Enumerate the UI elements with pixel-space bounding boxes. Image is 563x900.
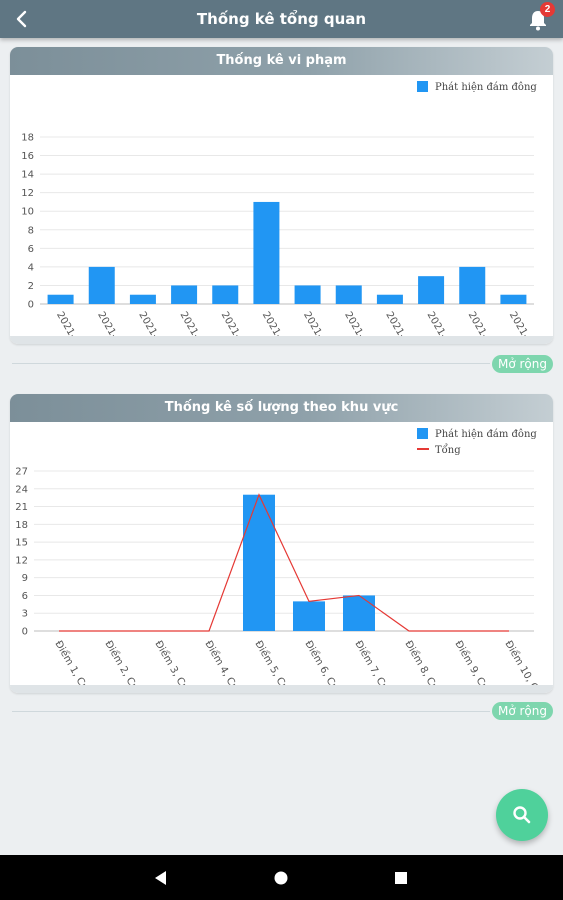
violation-bar-chart: 0 2 4 6 8 10 12 14 16 18 Phát hiện đám đông 2021-01… bbox=[21, 81, 546, 336]
violation-stats-card: Thống kê vi phạm 0 2 4 6 8 10 12 14 16 18 Phát hiệ… bbox=[10, 47, 553, 344]
y-tick-label: 16 bbox=[21, 151, 34, 162]
x-tick-label: Điểm 2, Cụm 1 bbox=[102, 638, 151, 685]
page-title: Thống kê tổng quan bbox=[196, 10, 367, 28]
divider bbox=[12, 363, 490, 364]
total-line bbox=[59, 493, 509, 632]
y-tick-label: 15 bbox=[15, 538, 28, 549]
y-tick-label: 12 bbox=[21, 188, 34, 199]
area-combo-chart: 0 3 6 9 12 15 18 21 24 27 Phát hiện đám đông Tổng Đi… bbox=[15, 428, 553, 685]
y-tick-label: 12 bbox=[15, 555, 28, 566]
x-tick-label: Điểm 7, Cụm 3 bbox=[352, 638, 401, 685]
chevron-left-icon bbox=[16, 10, 27, 28]
legend-bar-swatch bbox=[417, 81, 428, 92]
bar bbox=[253, 201, 280, 304]
y-tick-label: 3 bbox=[22, 609, 28, 620]
y-tick-label: 2 bbox=[28, 281, 34, 292]
bar bbox=[47, 294, 74, 304]
nav-recents-button[interactable] bbox=[390, 867, 412, 889]
x-tick-label: Điểm 9, Cụm 3 bbox=[452, 638, 501, 685]
bar bbox=[376, 294, 403, 304]
y-tick-label: 18 bbox=[21, 133, 34, 144]
x-tick-label: Điểm 1, Cụm 1 bbox=[52, 638, 101, 685]
nav-recents-icon bbox=[395, 872, 407, 884]
y-tick-label: 6 bbox=[28, 244, 34, 255]
x-tick-label: 2021-01-25 bbox=[424, 310, 463, 336]
y-tick-label: 0 bbox=[22, 627, 28, 638]
legend-label: Tổng bbox=[435, 444, 461, 456]
x-tick-label: 2021-01-27 bbox=[95, 310, 134, 336]
legend-bar-swatch bbox=[417, 428, 428, 439]
nav-home-button[interactable] bbox=[270, 867, 292, 889]
notifications-button[interactable]: 2 bbox=[527, 2, 555, 32]
legend-label: Phát hiện đám đông bbox=[435, 82, 537, 93]
back-button[interactable] bbox=[8, 5, 36, 33]
bar bbox=[294, 285, 321, 304]
x-tick-label: Điểm 6, Cụm 2 bbox=[302, 638, 351, 685]
x-tick-label: 2021-01-17 bbox=[177, 310, 216, 336]
search-fab[interactable] bbox=[496, 789, 548, 841]
bar bbox=[88, 266, 115, 304]
x-tick-label: Điểm 5, Cụm 2 bbox=[252, 638, 301, 685]
x-tick-label: 2021-01-19 bbox=[301, 310, 340, 336]
bar bbox=[212, 285, 239, 304]
x-tick-label: Điểm 3, Cụm 1 bbox=[152, 638, 201, 685]
bar bbox=[171, 285, 198, 304]
bar bbox=[243, 494, 275, 631]
bar bbox=[418, 276, 445, 304]
divider bbox=[12, 711, 490, 712]
bar bbox=[129, 294, 156, 304]
expand-button[interactable]: Mở rộng bbox=[491, 355, 553, 373]
legend-label: Phát hiện đám đông bbox=[435, 429, 537, 440]
x-tick-label: 2021-01-23 bbox=[507, 310, 546, 336]
bar bbox=[343, 595, 375, 631]
x-tick-label: Điểm 10, Cụm 3 bbox=[502, 638, 553, 685]
y-tick-label: 24 bbox=[15, 484, 28, 495]
expand-button[interactable]: Mở rộng bbox=[491, 702, 553, 720]
x-tick-label: 2021-01-16 bbox=[342, 310, 381, 336]
bar bbox=[459, 266, 486, 304]
y-tick-label: 10 bbox=[21, 207, 34, 218]
nav-home-icon bbox=[274, 871, 288, 885]
x-tick-label: 2021-01-22 bbox=[383, 310, 422, 336]
x-tick-label: 2021-01-11 bbox=[136, 310, 175, 336]
y-tick-label: 18 bbox=[15, 520, 28, 531]
card-footer bbox=[10, 685, 553, 693]
card-footer bbox=[10, 336, 553, 344]
y-tick-label: 14 bbox=[21, 170, 34, 181]
x-tick-label: 2021-01-28 bbox=[466, 310, 505, 336]
y-tick-label: 4 bbox=[28, 262, 34, 273]
system-nav-bar bbox=[0, 855, 563, 900]
y-tick-label: 21 bbox=[15, 502, 28, 513]
nav-back-icon bbox=[155, 871, 166, 885]
area-stats-card: Thống kê số lượng theo khu vực 0 3 6 9 12 15 1… bbox=[10, 394, 553, 693]
y-tick-label: 27 bbox=[15, 467, 28, 478]
bar bbox=[335, 285, 362, 304]
card-title: Thống kê vi phạm bbox=[10, 47, 553, 75]
search-icon bbox=[513, 806, 531, 824]
x-tick-label: Điểm 4, Cụm 2 bbox=[202, 638, 251, 685]
app-bar: Thống kê tổng quan 2 bbox=[0, 0, 563, 38]
notification-badge: 2 bbox=[540, 2, 555, 17]
y-tick-label: 6 bbox=[22, 591, 28, 602]
bar bbox=[500, 294, 527, 304]
y-tick-label: 8 bbox=[28, 225, 34, 236]
y-tick-label: 0 bbox=[28, 300, 34, 311]
x-tick-label: 2021-01-26 bbox=[260, 310, 299, 336]
x-tick-label: 2021-01-29 bbox=[219, 310, 258, 336]
x-tick-label: Điểm 8, Cụm 3 bbox=[402, 638, 451, 685]
bar bbox=[293, 601, 325, 631]
nav-back-button[interactable] bbox=[150, 867, 172, 889]
card-title: Thống kê số lượng theo khu vực bbox=[10, 394, 553, 422]
x-tick-label: 2021-01-06 bbox=[54, 310, 93, 336]
y-tick-label: 9 bbox=[22, 573, 28, 584]
